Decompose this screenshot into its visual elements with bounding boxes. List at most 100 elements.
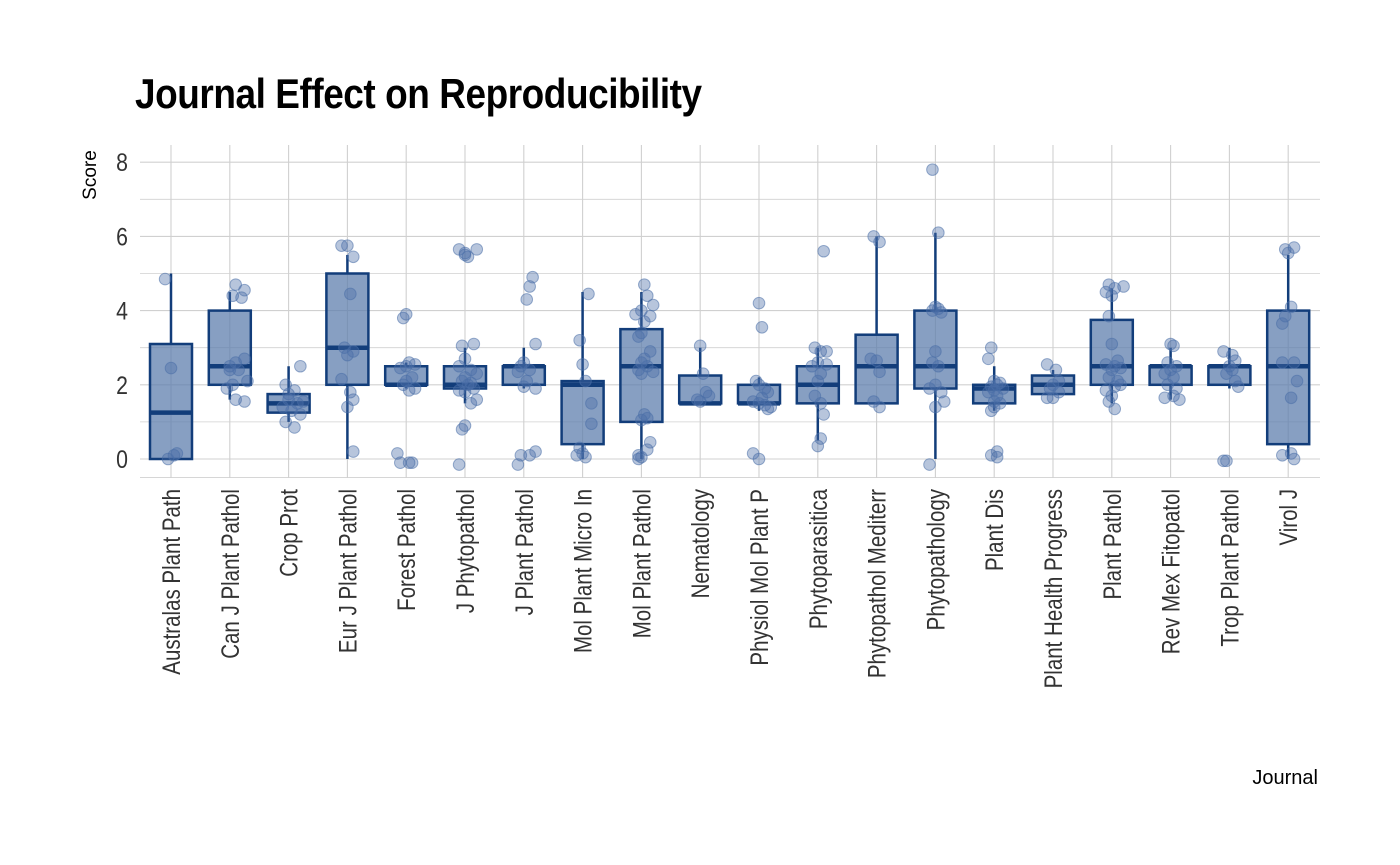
data-point [238,283,251,297]
data-point [1158,391,1172,405]
data-point [470,367,484,380]
data-point [335,372,348,386]
y-axis-label: Score [80,150,101,200]
data-point [1046,391,1060,405]
data-point [632,330,645,343]
x-tick-label: Can J Plant Pathol [216,489,244,659]
data-point [932,359,945,373]
data-point [517,380,531,393]
data-point [1276,356,1289,369]
y-tick-label: 6 [116,223,128,251]
data-point [408,358,422,371]
data-point [282,387,295,401]
y-tick-label: 2 [116,371,128,399]
data-point [241,374,254,388]
data-point [1220,367,1233,380]
data-point [1287,356,1301,369]
data-point [984,404,998,418]
x-tick-label: Crop Prot [275,488,303,576]
data-point [452,359,466,373]
data-point [455,339,469,353]
data-point [635,413,648,427]
data-point [164,361,178,375]
data-point [288,421,301,434]
x-tick-label: Phytoparasitica [804,489,832,629]
data-point [399,308,413,321]
x-tick-label: Plant Health Progress [1039,489,1067,688]
data-point [646,298,660,312]
data-point [1049,363,1063,377]
box-iqr [1265,309,1311,446]
data-point [752,452,766,466]
data-point [579,450,592,464]
y-tick-label: 4 [116,297,128,325]
data-point [937,395,951,408]
data-point [635,367,648,380]
data-point [585,397,598,410]
x-tick-labels: Australas Plant Path Can J Plant Pathol Cr… [157,488,1303,688]
data-point [279,378,292,392]
x-tick-label: J Phytopathol [451,489,479,613]
data-point [232,363,245,377]
data-point [394,361,407,375]
data-point [1117,280,1130,293]
data-point [632,452,645,466]
data-point [402,384,416,397]
data-point [923,458,936,471]
data-point [458,246,472,260]
data-point [693,339,707,353]
data-point [929,345,942,358]
box-iqr [619,327,664,424]
x-tick-label: J Plant Pathol [510,489,538,615]
data-point [238,395,251,408]
box-iqr [325,272,370,387]
x-tick-label: Phytopathol Mediterr [863,489,891,678]
data-point [511,458,525,471]
data-point [464,397,478,410]
data-point [755,320,769,334]
data-point [1287,452,1301,466]
data-point [1167,339,1180,353]
data-point [220,382,234,395]
data-point [511,365,525,379]
x-tick-label: Trop Plant Pathol [1215,489,1243,647]
data-point [470,243,484,256]
x-tick-label: Virol J [1274,489,1302,546]
data-point [344,287,357,301]
data-point [696,367,710,380]
data-point [929,400,942,414]
data-point [573,333,586,347]
data-point [873,400,886,414]
data-point [814,397,828,410]
data-point [341,400,354,414]
box-iqr [560,379,605,446]
data-point [640,289,654,303]
data-point [1220,454,1233,468]
x-tick-label: Phytopathology [921,488,949,630]
data-point [638,315,651,329]
data-point [820,358,833,371]
x-tick-label: Forest Pathol [392,489,420,611]
data-point [1217,454,1230,468]
data-point [873,365,886,379]
data-point [805,359,819,373]
data-point [297,395,310,408]
data-point [820,345,833,358]
data-point [346,250,360,264]
data-point [643,436,657,449]
data-point [582,287,595,301]
data-point [629,308,642,321]
data-point [523,448,536,462]
data-point [523,363,536,377]
x-axis-label: Journal [1252,767,1318,789]
data-point [934,385,948,399]
data-point [1040,358,1054,371]
data-point [870,354,883,367]
box-iqr [148,342,194,461]
data-point [1105,337,1119,351]
data-point [646,365,660,379]
data-point [170,447,184,460]
data-point [529,337,542,351]
data-point [811,374,825,388]
data-point [402,456,416,470]
